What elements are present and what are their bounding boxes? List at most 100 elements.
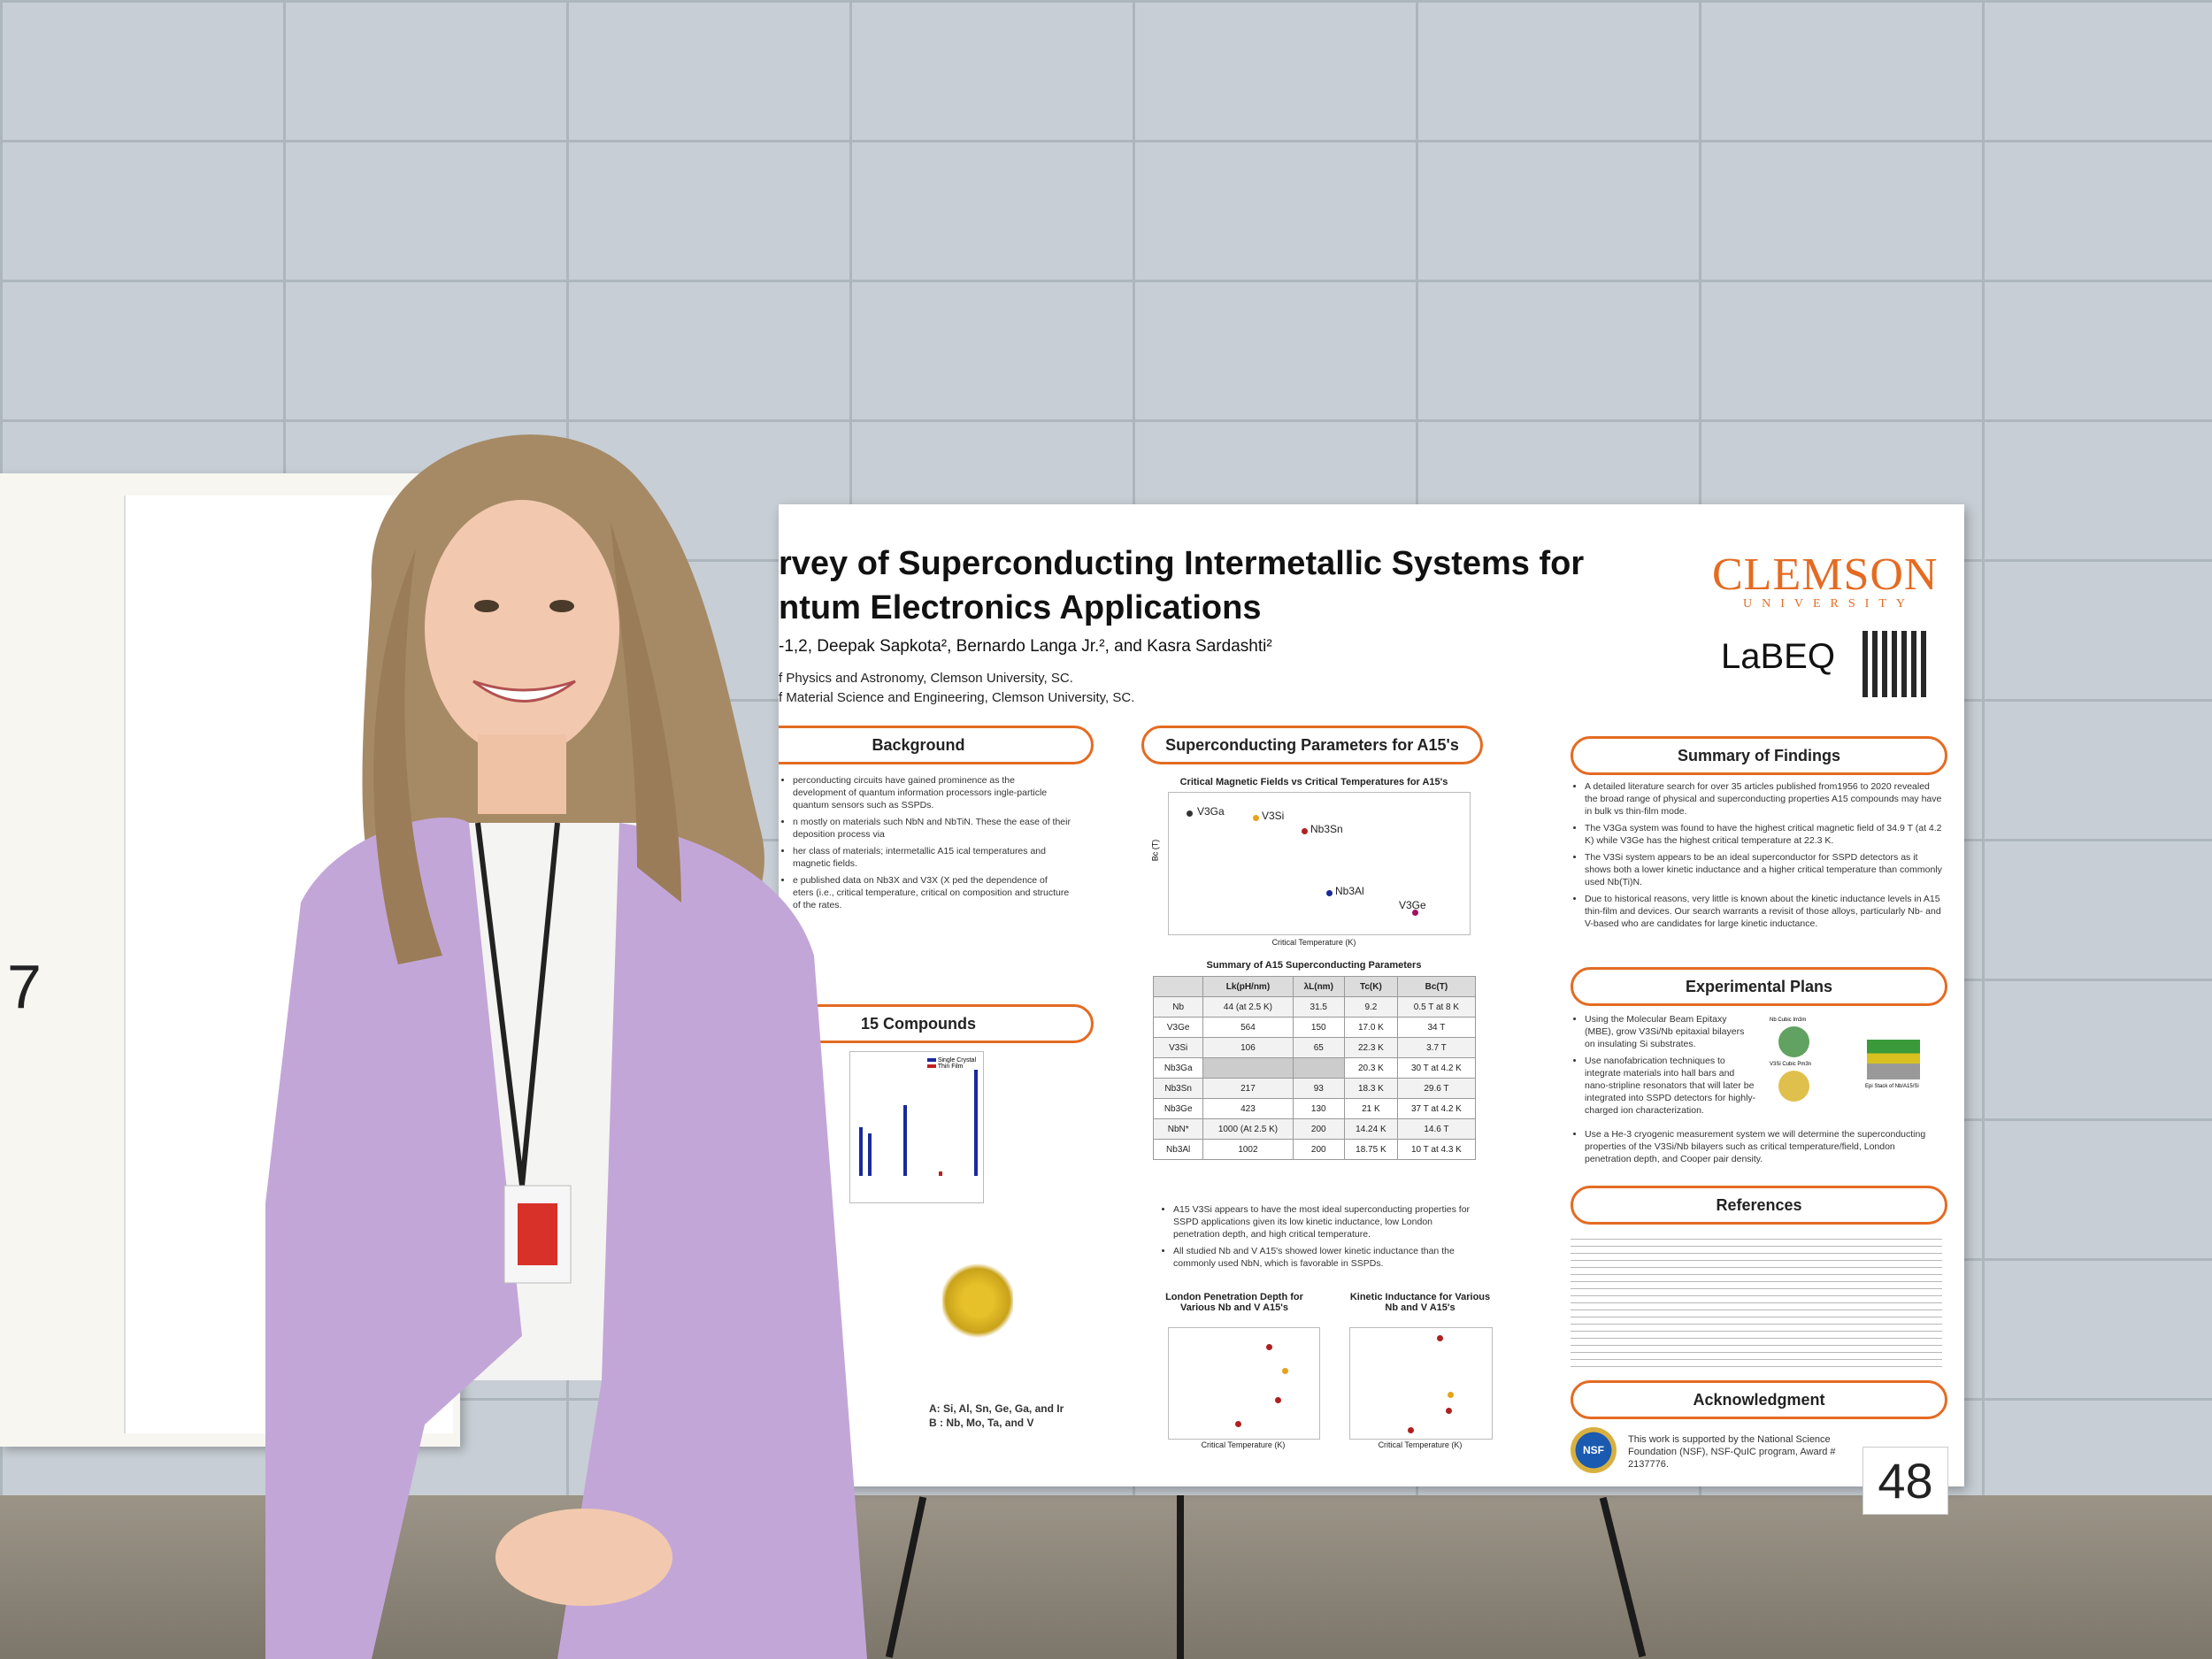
background-bullet: e published data on Nb3X and V3X (X ped … (793, 874, 1071, 911)
chart-bar (859, 1127, 863, 1176)
table-cell: 423 (1202, 1098, 1294, 1119)
chart-point (1408, 1427, 1414, 1433)
table-row: Nb3Sn 217 93 18.3 K 29.6 T (1152, 1078, 1477, 1099)
crystal-caption-a: A: Si, Al, Sn, Ge, Ga, and Ir (929, 1402, 1064, 1415)
chart-point (1266, 1344, 1272, 1350)
chart-point (1275, 1397, 1281, 1403)
hair (611, 522, 681, 902)
scatter-label: V3Ga (1197, 805, 1225, 818)
table-cell (1202, 1057, 1294, 1079)
lab-logo: LaBEQ (1721, 637, 1835, 676)
nsf-logo-text: NSF (1583, 1444, 1604, 1456)
legend-thin-film: Thin Film (937, 1064, 964, 1070)
table-cell: 21 K (1343, 1098, 1398, 1119)
plans-label: Epi Stack of Nb/A15/Si (1865, 1084, 1919, 1089)
face (425, 500, 619, 757)
crystal-structure-icon (942, 1261, 1013, 1340)
table-cell: 200 (1292, 1139, 1345, 1160)
table-cell (1292, 1057, 1345, 1079)
table-cell: NbN* (1152, 1118, 1204, 1140)
research-poster: rvey of Superconducting Intermetallic Sy… (779, 504, 1964, 1486)
presenter-person (265, 434, 867, 1659)
lavender-blazer (557, 823, 867, 1659)
table-cell: Nb3Ge (1152, 1098, 1204, 1119)
table-cell: V3Ge (1152, 1017, 1204, 1038)
compounds-legend: Single Crystal Thin Film (926, 1057, 976, 1070)
table-cell: 37 T at 4.2 K (1396, 1098, 1477, 1119)
scatter-xlabel: Critical Temperature (K) (1271, 938, 1356, 947)
table-cell: 9.2 (1343, 996, 1398, 1018)
compounds-bar-chart: Single Crystal Thin Film (849, 1051, 984, 1203)
scatter-point (1302, 828, 1308, 834)
hands (495, 1509, 672, 1606)
legend-single-crystal: Single Crystal (937, 1057, 976, 1064)
findings-bullet: The V3Si system appears to be an ideal s… (1585, 851, 1942, 888)
table-cell: 18.75 K (1343, 1139, 1398, 1160)
affiliation-1: f Physics and Astronomy, Clemson Univers… (779, 671, 1073, 686)
scatter-point (1326, 890, 1333, 896)
table-cell: 14.24 K (1343, 1118, 1398, 1140)
table-header: Lk(pH/nm) (1202, 976, 1294, 997)
chart-bar (868, 1133, 872, 1176)
kinetic-inductance-chart (1349, 1327, 1493, 1440)
table-cell: 1002 (1202, 1139, 1294, 1160)
chart-point (1235, 1421, 1241, 1427)
table-cell: 93 (1292, 1078, 1345, 1099)
london-xlabel: Critical Temperature (K) (1201, 1440, 1286, 1449)
table-cell: Nb3Ga (1152, 1057, 1204, 1079)
acknowledgment-header: Acknowledgment (1571, 1380, 1947, 1419)
scatter-point (1187, 810, 1193, 817)
table-row: V3Si 106 65 22.3 K 3.7 T (1152, 1037, 1477, 1058)
table-cell: Nb (1152, 996, 1204, 1018)
scatter-label: Nb3Al (1335, 885, 1364, 897)
findings-text: A detailed literature search for over 35… (1571, 780, 1942, 934)
table-header: Tc(K) (1343, 976, 1398, 997)
london-penetration-chart (1168, 1327, 1320, 1440)
table-cell: 65 (1292, 1037, 1345, 1058)
findings-bullet: The V3Ga system was found to have the hi… (1585, 822, 1942, 847)
table-row: Nb3Ga 20.3 K 30 T at 4.2 K (1152, 1057, 1477, 1079)
scatter-label: V3Si (1262, 810, 1285, 822)
table-cell: 34 T (1396, 1017, 1477, 1038)
hair (373, 549, 442, 964)
table-cell: 18.3 K (1343, 1078, 1398, 1099)
findings-bullet: A detailed literature search for over 35… (1585, 780, 1942, 818)
background-bullet: n mostly on materials such NbN and NbTiN… (793, 816, 1071, 841)
table-cell: 14.6 T (1396, 1118, 1477, 1140)
scatter-point (1253, 815, 1259, 821)
neck (478, 734, 566, 814)
easel-leg (1177, 1495, 1184, 1659)
table-cell: 564 (1202, 1017, 1294, 1038)
table-cell: Nb3Sn (1152, 1078, 1204, 1099)
board-number-tag: 48 (1863, 1447, 1948, 1515)
table-header-row: Lk(pH/nm) λL(nm) Tc(K) Bc(T) (1152, 976, 1477, 997)
plans-header: Experimental Plans (1571, 967, 1947, 1006)
parameter-bullet: A15 V3Si appears to have the most ideal … (1173, 1203, 1478, 1240)
nsf-logo-icon: NSF (1571, 1427, 1617, 1473)
scatter-label: V3Ge (1399, 899, 1426, 911)
chart-bar (974, 1070, 978, 1176)
chart-point (1446, 1408, 1452, 1414)
parameters-header: Superconducting Parameters for A15's (1141, 726, 1483, 764)
table-cell: V3Si (1152, 1037, 1204, 1058)
findings-bullet: Due to historical reasons, very little i… (1585, 893, 1942, 930)
table-row: Nb 44 (at 2.5 K) 31.5 9.2 0.5 T at 8 K (1152, 996, 1477, 1018)
table-cell: 1000 (At 2.5 K) (1202, 1118, 1294, 1140)
table-row: NbN* 1000 (At 2.5 K) 200 14.24 K 14.6 T (1152, 1118, 1477, 1140)
parameter-bullets: A15 V3Si appears to have the most ideal … (1159, 1203, 1478, 1274)
table-title: Summary of A15 Superconducting Parameter… (1206, 960, 1422, 971)
table-cell: 217 (1202, 1078, 1294, 1099)
parameter-bullet: All studied Nb and V A15's showed lower … (1173, 1245, 1478, 1270)
qr-code-icon (1863, 631, 1929, 697)
plans-label: V3Si Cubic Pm3n (1770, 1062, 1812, 1067)
compounds-header: 15 Compounds (779, 1004, 1094, 1043)
plans-bullet: Using the Molecular Beam Epitaxy (MBE), … (1585, 1013, 1756, 1050)
chart-bar (939, 1171, 942, 1176)
table-cell: 20.3 K (1343, 1057, 1398, 1079)
author-list: -1,2, Deepak Sapkota², Bernardo Langa Jr… (779, 637, 1272, 656)
eye (549, 600, 574, 612)
kinetic-xlabel: Critical Temperature (K) (1378, 1440, 1463, 1449)
chart-point (1448, 1392, 1454, 1398)
title-line-2: ntum Electronics Applications (779, 589, 1262, 626)
crystal-caption-b: B : Nb, Mo, Ta, and V (929, 1417, 1034, 1429)
